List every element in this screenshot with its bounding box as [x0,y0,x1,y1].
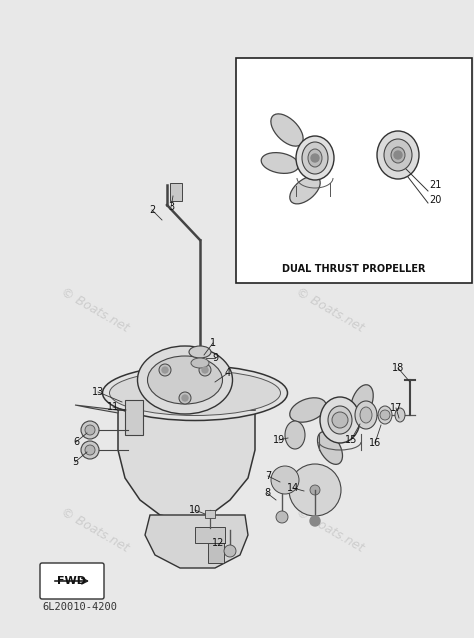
Circle shape [182,395,188,401]
Ellipse shape [290,397,326,422]
Text: 9: 9 [212,353,218,363]
Ellipse shape [320,397,360,443]
Text: 21: 21 [429,180,441,190]
Circle shape [85,425,95,435]
Text: © Boats.net: © Boats.net [294,285,366,335]
Ellipse shape [147,356,222,404]
Text: 6: 6 [73,437,79,447]
Text: 1: 1 [210,338,216,348]
Text: DUAL THRUST PROPELLER: DUAL THRUST PROPELLER [282,264,426,274]
Ellipse shape [328,406,352,434]
Polygon shape [75,405,118,413]
Text: FWD: FWD [57,576,86,586]
Text: 14: 14 [287,483,299,493]
Text: 19: 19 [273,435,285,445]
PathPatch shape [145,515,248,568]
Ellipse shape [391,147,405,163]
Circle shape [162,367,168,373]
Text: 16: 16 [369,438,381,448]
Text: © Boats.net: © Boats.net [294,505,366,554]
Text: 6L20010-4200: 6L20010-4200 [42,602,117,612]
Circle shape [289,464,341,516]
Bar [195,527,225,543]
Bar [170,183,182,201]
Ellipse shape [318,432,343,464]
Text: 15: 15 [345,435,357,445]
Ellipse shape [261,152,299,174]
Text: 4: 4 [225,368,231,378]
Circle shape [310,516,320,526]
Ellipse shape [102,366,288,420]
Circle shape [202,367,208,373]
Text: 12: 12 [212,538,224,548]
Circle shape [310,485,320,495]
Ellipse shape [137,346,233,414]
Ellipse shape [191,358,209,368]
Text: © Boats.net: © Boats.net [59,285,131,335]
Ellipse shape [360,407,372,423]
Ellipse shape [271,114,303,146]
Bar [236,58,472,283]
Ellipse shape [285,421,305,449]
Circle shape [85,445,95,455]
Text: 17: 17 [390,403,402,413]
Ellipse shape [290,176,320,204]
Text: 7: 7 [265,471,271,481]
Circle shape [276,511,288,523]
Text: 5: 5 [72,457,78,467]
Text: 20: 20 [429,195,441,205]
Circle shape [81,421,99,439]
Circle shape [81,441,99,459]
FancyBboxPatch shape [40,563,104,599]
Circle shape [380,410,390,420]
Bar [125,400,143,435]
Ellipse shape [109,371,281,415]
Circle shape [224,545,236,557]
Circle shape [159,364,171,376]
Circle shape [311,154,319,162]
Text: 18: 18 [392,363,404,373]
Text: 10: 10 [189,505,201,515]
Ellipse shape [384,139,412,171]
Text: 3: 3 [168,202,174,212]
Ellipse shape [296,136,334,180]
Text: 2: 2 [149,205,155,215]
Text: © Boats.net: © Boats.net [59,505,131,554]
Ellipse shape [189,346,211,358]
Ellipse shape [351,385,373,419]
Ellipse shape [377,131,419,179]
Text: 11: 11 [107,402,119,412]
Bar [208,543,224,563]
Circle shape [179,392,191,404]
Circle shape [271,466,299,494]
PathPatch shape [118,410,255,520]
Text: 8: 8 [264,488,270,498]
Ellipse shape [378,406,392,424]
Ellipse shape [308,149,322,167]
Text: 13: 13 [92,387,104,397]
Bar [205,510,215,518]
Ellipse shape [395,408,405,422]
Circle shape [394,151,402,159]
Ellipse shape [355,401,377,429]
Circle shape [199,364,211,376]
Circle shape [332,412,348,428]
Ellipse shape [302,142,328,174]
